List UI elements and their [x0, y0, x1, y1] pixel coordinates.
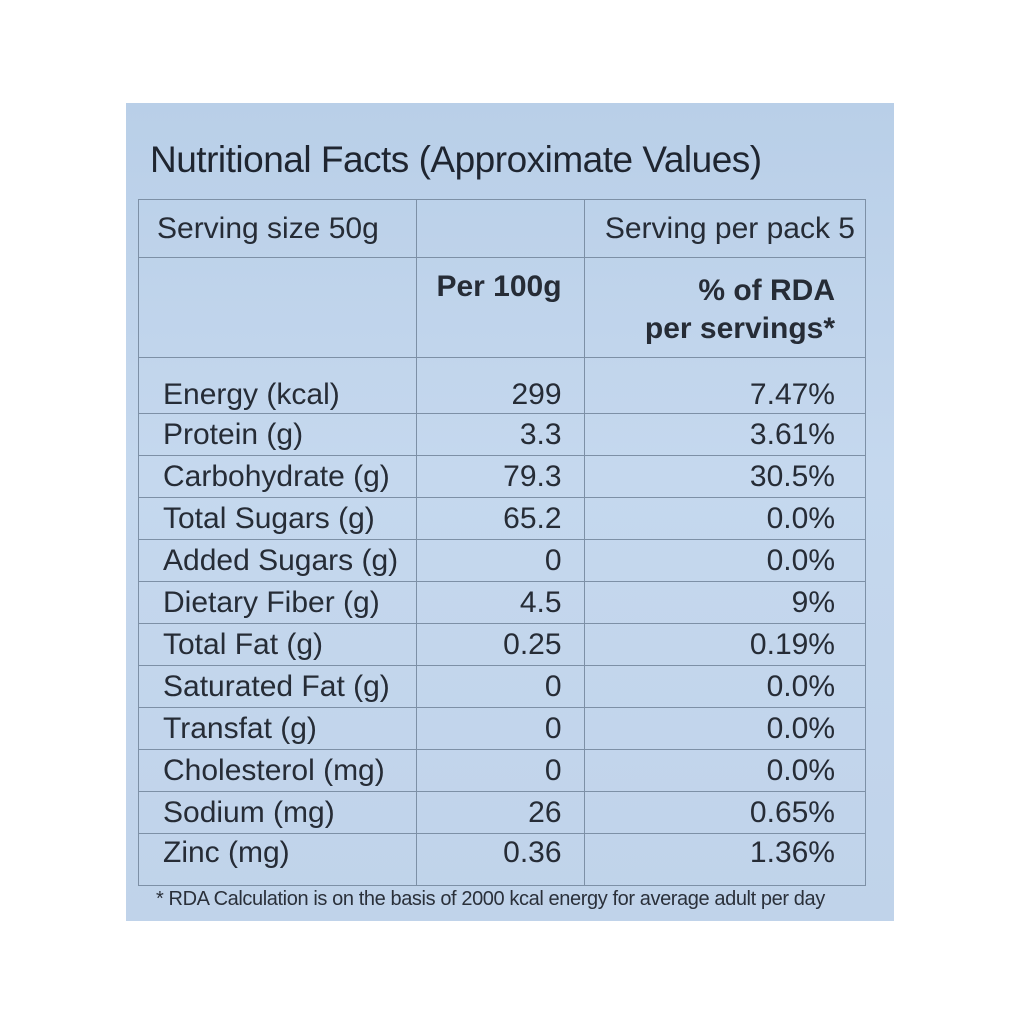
- nutrient-name: Saturated Fat (g): [138, 665, 417, 708]
- nutrient-per-100g: 0: [415, 539, 585, 582]
- nutrient-name: Dietary Fiber (g): [138, 581, 417, 624]
- nutrient-per-100g: 3.3: [415, 413, 585, 456]
- nutrition-label: Nutritional Facts (Approximate Values) S…: [126, 103, 894, 921]
- nutrient-rda: 0.0%: [583, 707, 867, 750]
- header-row: Per 100g % of RDA per servings*: [138, 257, 867, 358]
- nutrient-name: Protein (g): [138, 413, 417, 456]
- label-title: Nutritional Facts (Approximate Values): [150, 139, 762, 180]
- nutrient-name: Sodium (mg): [138, 791, 417, 834]
- nutrient-per-100g: 299: [415, 357, 585, 414]
- nutrient-rda: 0.0%: [583, 665, 867, 708]
- nutrient-name: Cholesterol (mg): [138, 749, 417, 792]
- nutrient-name: Total Sugars (g): [138, 497, 417, 540]
- nutrient-rda: 1.36%: [583, 833, 867, 886]
- table-row: Total Fat (g) 0.25 0.19%: [138, 623, 867, 666]
- header-rda-line1: % of RDA: [698, 274, 835, 307]
- serving-size: Serving size 50g: [138, 199, 417, 258]
- header-rda-line2: per servings*: [644, 311, 835, 345]
- nutrient-rda: 3.61%: [583, 413, 867, 456]
- nutrient-per-100g: 26: [415, 791, 585, 834]
- header-rda: % of RDA per servings*: [583, 257, 867, 358]
- header-empty-cell: [138, 257, 417, 358]
- nutrient-per-100g: 0.36: [415, 833, 585, 886]
- nutrient-name: Total Fat (g): [138, 623, 417, 666]
- nutrient-rda: 0.0%: [583, 497, 867, 540]
- nutrient-name: Carbohydrate (g): [138, 455, 417, 498]
- nutrient-rda: 0.0%: [583, 749, 867, 792]
- table-row: Sodium (mg) 26 0.65%: [138, 791, 867, 834]
- table-row: Cholesterol (mg) 0 0.0%: [138, 749, 867, 792]
- table-row: Saturated Fat (g) 0 0.0%: [138, 665, 867, 708]
- nutrient-per-100g: 0: [415, 707, 585, 750]
- nutrient-name: Energy (kcal): [138, 357, 417, 414]
- table-row: Transfat (g) 0 0.0%: [138, 707, 867, 750]
- nutrient-rda: 0.19%: [583, 623, 867, 666]
- nutrition-table: Serving size 50g Serving per pack 5 Per …: [138, 199, 867, 886]
- nutrient-per-100g: 65.2: [415, 497, 585, 540]
- nutrient-rda: 9%: [583, 581, 867, 624]
- nutrient-rda: 7.47%: [583, 357, 867, 414]
- table-row: Added Sugars (g) 0 0.0%: [138, 539, 867, 582]
- serving-empty-cell: [415, 199, 585, 258]
- rda-footnote: * RDA Calculation is on the basis of 200…: [156, 888, 825, 910]
- serving-row: Serving size 50g Serving per pack 5: [138, 199, 867, 258]
- serving-per-pack: Serving per pack 5: [583, 199, 867, 258]
- header-per-100g: Per 100g: [415, 257, 585, 358]
- table-row: Total Sugars (g) 65.2 0.0%: [138, 497, 867, 540]
- nutrient-rda: 30.5%: [583, 455, 867, 498]
- nutrient-per-100g: 4.5: [415, 581, 585, 624]
- nutrient-name: Added Sugars (g): [138, 539, 417, 582]
- nutrient-rda: 0.0%: [583, 539, 867, 582]
- table-row: Zinc (mg) 0.36 1.36%: [138, 833, 867, 886]
- nutrient-per-100g: 0: [415, 749, 585, 792]
- nutrient-per-100g: 0.25: [415, 623, 585, 666]
- table-row: Carbohydrate (g) 79.3 30.5%: [138, 455, 867, 498]
- nutrient-rda: 0.65%: [583, 791, 867, 834]
- table-row: Dietary Fiber (g) 4.5 9%: [138, 581, 867, 624]
- nutrient-per-100g: 79.3: [415, 455, 585, 498]
- nutrient-name: Transfat (g): [138, 707, 417, 750]
- table-row: Protein (g) 3.3 3.61%: [138, 413, 867, 456]
- table-row: Energy (kcal) 299 7.47%: [138, 357, 867, 414]
- nutrient-name: Zinc (mg): [138, 833, 417, 886]
- nutrient-per-100g: 0: [415, 665, 585, 708]
